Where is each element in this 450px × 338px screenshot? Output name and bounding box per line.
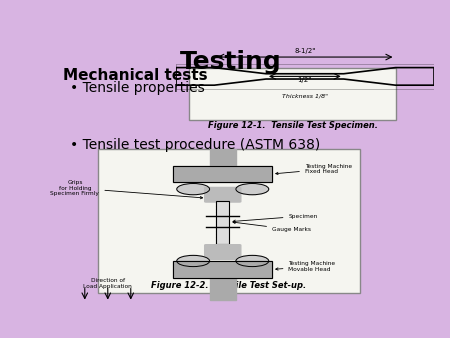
Circle shape (236, 256, 269, 267)
Text: Mechanical tests: Mechanical tests (63, 68, 208, 83)
Circle shape (177, 184, 210, 195)
Text: Thickness 1/8": Thickness 1/8" (282, 93, 328, 98)
Text: Specimen: Specimen (233, 214, 318, 222)
Bar (216, 201, 230, 244)
Text: • Tensile properties: • Tensile properties (70, 81, 205, 95)
Text: 1/2": 1/2" (298, 77, 312, 83)
Text: Testing Machine
Movable Head: Testing Machine Movable Head (276, 261, 336, 272)
Bar (210, 278, 236, 300)
Bar (174, 166, 272, 183)
Text: • Tensile test procedure (ASTM 638): • Tensile test procedure (ASTM 638) (70, 138, 320, 152)
Text: Grips
for Holding
Specimen Firmly: Grips for Holding Specimen Firmly (50, 180, 203, 199)
FancyBboxPatch shape (189, 68, 396, 120)
Text: Figure 12-2.  Tensile Test Set-up.: Figure 12-2. Tensile Test Set-up. (151, 282, 306, 290)
Text: Testing: Testing (180, 50, 282, 74)
FancyBboxPatch shape (205, 245, 241, 259)
Text: Testing Machine
Fixed Head: Testing Machine Fixed Head (276, 164, 352, 175)
Text: Direction of
Load Application: Direction of Load Application (83, 278, 132, 289)
Bar (174, 166, 272, 183)
Circle shape (177, 256, 210, 267)
FancyBboxPatch shape (98, 149, 360, 293)
Bar (210, 149, 236, 166)
Circle shape (236, 184, 269, 195)
Text: Figure 12-1.  Tensile Test Specimen.: Figure 12-1. Tensile Test Specimen. (207, 121, 378, 130)
Text: 8-1/2": 8-1/2" (294, 48, 315, 54)
Bar (174, 261, 272, 278)
FancyBboxPatch shape (205, 188, 241, 202)
Text: Gauge Marks: Gauge Marks (233, 221, 311, 232)
Bar (174, 261, 272, 278)
